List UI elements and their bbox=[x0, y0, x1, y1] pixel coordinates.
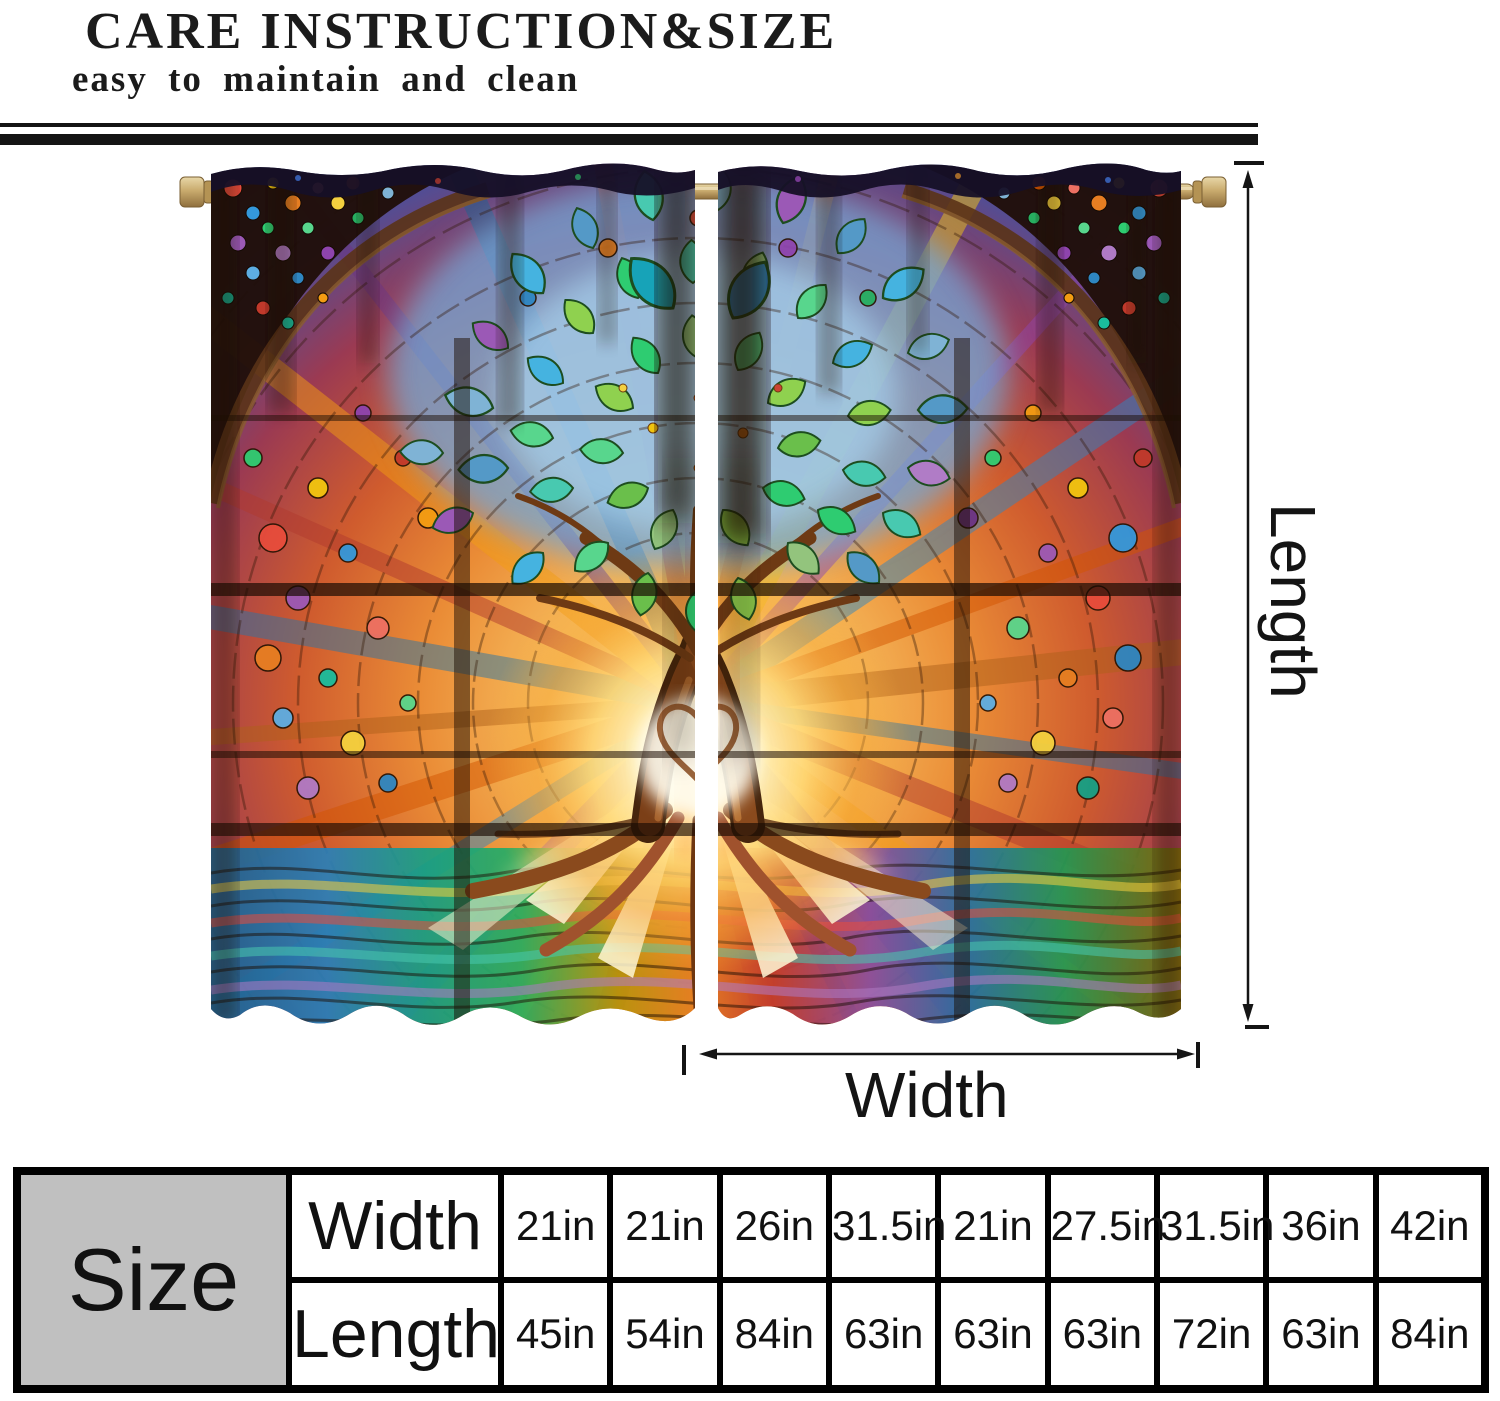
width-value: 21in bbox=[497, 1168, 614, 1283]
width-value: 21in bbox=[607, 1168, 723, 1283]
length-value: 63in bbox=[1044, 1277, 1160, 1392]
width-value: 31.5in bbox=[1153, 1168, 1274, 1283]
length-value: 54in bbox=[607, 1277, 723, 1392]
size-table-width-row: Size Width 21in 21in 26in 31.5in 21in 27… bbox=[14, 1168, 1489, 1392]
length-row-header: Length bbox=[286, 1277, 504, 1392]
width-right-tick bbox=[1196, 1042, 1200, 1068]
stained-glass-curtains-graphic bbox=[179, 163, 1227, 1025]
width-value: 31.5in bbox=[825, 1168, 946, 1283]
length-value: 63in bbox=[935, 1277, 1051, 1392]
length-value: 45in bbox=[497, 1277, 614, 1392]
divider-line-thick bbox=[0, 134, 1258, 145]
length-dimension-arrow bbox=[1242, 170, 1254, 1022]
length-value: 84in bbox=[1372, 1277, 1489, 1392]
width-value: 27.5in bbox=[1044, 1168, 1165, 1283]
divider-line-thin bbox=[0, 123, 1258, 127]
length-top-tick bbox=[1234, 161, 1264, 165]
size-table: Size Width 21in 21in 26in 31.5in 21in 27… bbox=[13, 1167, 1489, 1393]
length-dimension-label: Length bbox=[1257, 503, 1329, 699]
width-value: 26in bbox=[716, 1168, 832, 1283]
page-subtitle: easy to maintain and clean bbox=[72, 59, 580, 100]
width-value: 42in bbox=[1372, 1168, 1489, 1283]
size-table-corner-label: Size bbox=[14, 1168, 292, 1392]
curtain-product-image bbox=[178, 158, 1228, 1048]
length-bottom-tick bbox=[1245, 1025, 1269, 1029]
width-dimension-arrow bbox=[699, 1048, 1195, 1060]
width-left-tick bbox=[682, 1045, 686, 1075]
length-value: 63in bbox=[1263, 1277, 1379, 1392]
curtain-panels bbox=[211, 163, 1181, 1025]
glass-waves bbox=[211, 848, 1181, 1025]
drape-folds bbox=[211, 163, 1181, 1023]
width-dimension-label: Width bbox=[845, 1059, 1009, 1131]
length-value: 63in bbox=[825, 1277, 942, 1392]
width-value: 21in bbox=[935, 1168, 1051, 1283]
page-title: CARE INSTRUCTION&SIZE bbox=[85, 3, 838, 60]
width-value: 36in bbox=[1263, 1168, 1379, 1283]
length-value: 84in bbox=[716, 1277, 832, 1392]
width-row-header: Width bbox=[286, 1168, 504, 1283]
size-table-length-row: Length 45in 54in 84in 63in 63in 63in 72i… bbox=[17, 1277, 1489, 1392]
length-value: 72in bbox=[1153, 1277, 1270, 1392]
